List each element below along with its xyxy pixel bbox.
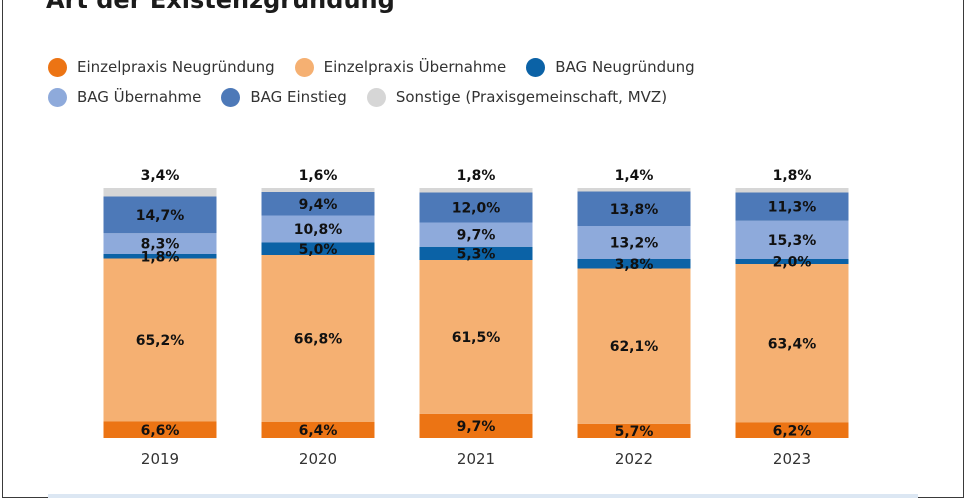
x-tick-label-2022: 2022 (615, 450, 653, 468)
bar-segment-bag-einstieg-2020 (261, 192, 375, 216)
data-label-bag-einstieg-2022: 13,8% (610, 202, 659, 218)
x-tick-label-2020: 2020 (299, 450, 337, 468)
legend: Einzelpraxis Neugründung Einzelpraxis Üb… (48, 56, 928, 116)
bar-stack-2019 (103, 188, 217, 438)
data-label-bag-einstieg-2023: 11,3% (768, 200, 817, 216)
bar-segment-einzelpraxis-neugruendung-2019 (103, 421, 217, 438)
data-label-bag-einstieg-2021: 12,0% (452, 201, 501, 217)
data-label-sonstige-2023: 1,8% (773, 168, 812, 184)
bar-segment-sonstige-2023 (735, 188, 849, 193)
legend-label-bag-einstieg: BAG Einstieg (250, 88, 347, 106)
data-label-bag-neugruendung-2022: 3,8% (615, 257, 654, 273)
x-tick-label-2021: 2021 (457, 450, 495, 468)
legend-item-bag-einstieg: BAG Einstieg (221, 87, 347, 107)
data-label-bag-einstieg-2020: 9,4% (299, 197, 338, 213)
legend-label-bag-neugruendung: BAG Neugründung (555, 58, 695, 76)
bar-segment-einzelpraxis-neugruendung-2023 (735, 422, 849, 438)
bar-segment-sonstige-2021 (419, 188, 533, 193)
bar-segment-einzelpraxis-uebernahme-2019 (103, 258, 217, 422)
data-label-sonstige-2020: 1,6% (299, 168, 338, 184)
bar-segment-einzelpraxis-uebernahme-2020 (261, 255, 375, 422)
legend-item-einzelpraxis-neugruendung: Einzelpraxis Neugründung (48, 57, 275, 77)
bar-segment-einzelpraxis-uebernahme-2021 (419, 260, 533, 414)
bar-segment-bag-neugruendung-2020 (261, 242, 375, 255)
data-label-einzelpraxis-neugruendung-2020: 6,4% (299, 423, 338, 439)
data-label-einzelpraxis-uebernahme-2020: 66,8% (294, 332, 343, 348)
legend-dot-bag-uebernahme (48, 87, 67, 107)
data-label-einzelpraxis-neugruendung-2022: 5,7% (615, 424, 654, 440)
legend-dot-einzelpraxis-uebernahme (294, 57, 314, 77)
bar-segment-sonstige-2022 (577, 188, 691, 192)
data-label-bag-uebernahme-2022: 13,2% (610, 236, 659, 252)
data-label-einzelpraxis-neugruendung-2019: 6,6% (141, 423, 180, 439)
bar-segment-bag-einstieg-2023 (735, 192, 849, 221)
bar-stack-2021 (419, 188, 533, 438)
data-label-sonstige-2019: 3,4% (141, 168, 180, 184)
x-tick-label-2019: 2019 (141, 450, 179, 468)
bar-segment-sonstige-2019 (103, 188, 217, 197)
legend-label-einzelpraxis-uebernahme: Einzelpraxis Übernahme (323, 58, 507, 76)
bar-stack-2022 (577, 188, 691, 438)
legend-dot-bag-neugruendung (526, 57, 546, 77)
bar-segment-bag-einstieg-2021 (419, 192, 533, 223)
data-label-einzelpraxis-neugruendung-2021: 9,7% (457, 419, 496, 435)
bar-segment-einzelpraxis-uebernahme-2023 (735, 264, 849, 423)
legend-row-2: BAG Übernahme BAG Einstieg Sonstige (Pra… (48, 86, 928, 108)
data-label-einzelpraxis-uebernahme-2023: 63,4% (768, 336, 817, 352)
bar-segment-bag-uebernahme-2021 (419, 222, 533, 247)
legend-row-1: Einzelpraxis Neugründung Einzelpraxis Üb… (48, 56, 928, 78)
data-label-bag-neugruendung-2019: 1,8% (141, 249, 180, 265)
data-label-bag-neugruendung-2020: 5,0% (299, 242, 338, 258)
legend-label-sonstige: Sonstige (Praxisgemeinschaft, MVZ) (395, 88, 668, 106)
bar-segment-bag-neugruendung-2019 (103, 254, 217, 259)
data-label-einzelpraxis-uebernahme-2022: 62,1% (610, 339, 659, 355)
bar-segment-bag-neugruendung-2021 (419, 246, 533, 260)
bar-segment-bag-uebernahme-2019 (103, 233, 217, 254)
bar-segment-bag-neugruendung-2022 (577, 259, 691, 269)
bar-stack-2020 (261, 188, 375, 438)
data-label-bag-uebernahme-2021: 9,7% (457, 228, 496, 244)
bar-segment-bag-uebernahme-2022 (577, 226, 691, 259)
legend-item-bag-neugruendung: BAG Neugründung (526, 57, 695, 77)
data-label-sonstige-2021: 1,8% (457, 168, 496, 184)
data-label-bag-uebernahme-2019: 8,3% (141, 237, 180, 253)
bottom-band (48, 494, 918, 498)
bar-segment-einzelpraxis-neugruendung-2021 (419, 413, 533, 438)
data-label-bag-einstieg-2019: 14,7% (136, 208, 185, 224)
bar-stack-2023 (735, 188, 849, 438)
bar-segment-einzelpraxis-uebernahme-2022 (577, 268, 691, 424)
bar-segment-bag-neugruendung-2023 (735, 259, 849, 264)
data-label-sonstige-2022: 1,4% (615, 168, 654, 184)
legend-dot-bag-einstieg (221, 87, 241, 107)
legend-dot-sonstige (366, 87, 386, 107)
legend-item-sonstige: Sonstige (Praxisgemeinschaft, MVZ) (366, 87, 668, 107)
data-label-bag-neugruendung-2023: 2,0% (773, 255, 812, 271)
bar-segment-bag-einstieg-2022 (577, 191, 691, 226)
data-label-einzelpraxis-uebernahme-2019: 65,2% (136, 333, 185, 349)
data-label-bag-uebernahme-2020: 10,8% (294, 222, 343, 238)
bar-segment-bag-uebernahme-2020 (261, 215, 375, 243)
legend-label-einzelpraxis-neugruendung: Einzelpraxis Neugründung (77, 58, 275, 76)
chart-title: Art der Existenzgründung (46, 0, 395, 14)
legend-item-bag-uebernahme: BAG Übernahme (48, 87, 202, 107)
data-label-einzelpraxis-neugruendung-2023: 6,2% (773, 423, 812, 439)
bar-segment-sonstige-2020 (261, 188, 375, 192)
data-label-bag-uebernahme-2023: 15,3% (768, 233, 817, 249)
bar-segment-bag-uebernahme-2023 (735, 220, 849, 259)
stacked-bar-chart: 6,6%65,2%1,8%8,3%14,7%3,4%20196,4%66,8%5… (103, 168, 849, 468)
data-label-einzelpraxis-uebernahme-2021: 61,5% (452, 330, 501, 346)
bar-segment-bag-einstieg-2019 (103, 196, 217, 234)
legend-label-bag-uebernahme: BAG Übernahme (77, 88, 202, 106)
data-label-bag-neugruendung-2021: 5,3% (457, 246, 496, 262)
bar-segment-einzelpraxis-neugruendung-2020 (261, 422, 375, 438)
legend-item-einzelpraxis-uebernahme: Einzelpraxis Übernahme (294, 57, 507, 77)
x-tick-label-2023: 2023 (773, 450, 811, 468)
bar-segment-einzelpraxis-neugruendung-2022 (577, 423, 691, 438)
legend-dot-einzelpraxis-neugruendung (48, 57, 67, 77)
